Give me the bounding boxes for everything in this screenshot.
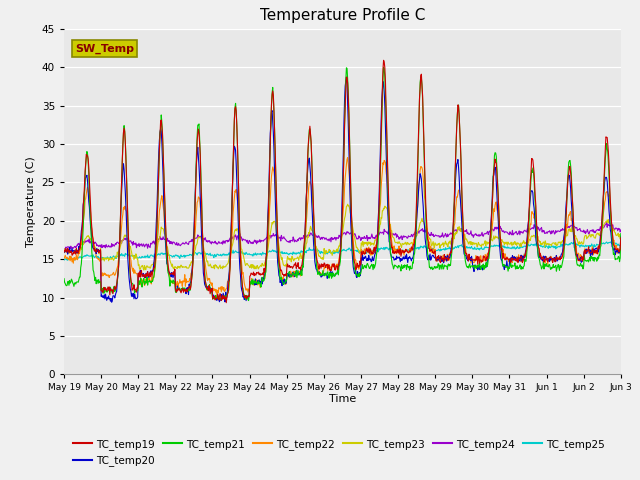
TC_temp24 — [541, 230, 549, 236]
Line: TC_temp22: TC_temp22 — [64, 157, 621, 296]
TC_temp22 — [299, 263, 307, 268]
TC_temp25 — [603, 239, 611, 245]
TC_temp19 — [223, 300, 230, 306]
TC_temp19 — [60, 248, 68, 253]
TC_temp19 — [481, 254, 488, 260]
TC_temp25 — [122, 251, 129, 256]
Line: TC_temp21: TC_temp21 — [64, 67, 621, 300]
TC_temp19 — [299, 258, 307, 264]
TC_temp25 — [60, 257, 68, 263]
TC_temp20 — [481, 265, 488, 271]
TC_temp23 — [481, 240, 488, 246]
TC_temp24 — [122, 235, 129, 241]
TC_temp19 — [205, 283, 212, 288]
Line: TC_temp19: TC_temp19 — [64, 60, 621, 303]
TC_temp24 — [205, 238, 213, 243]
TC_temp21 — [380, 64, 387, 70]
Line: TC_temp25: TC_temp25 — [64, 242, 621, 260]
TC_temp19 — [380, 58, 387, 63]
TC_temp20 — [108, 300, 116, 305]
TC_temp22 — [121, 204, 129, 209]
TC_temp23 — [140, 267, 148, 273]
TC_temp24 — [617, 227, 625, 233]
TC_temp24 — [60, 246, 68, 252]
TC_temp20 — [122, 189, 129, 195]
TC_temp22 — [617, 234, 625, 240]
TC_temp24 — [457, 226, 465, 232]
TC_temp19 — [458, 181, 465, 187]
Line: TC_temp24: TC_temp24 — [64, 222, 621, 250]
Y-axis label: Temperature (C): Temperature (C) — [26, 156, 36, 247]
Line: TC_temp23: TC_temp23 — [64, 204, 621, 270]
TC_temp21 — [205, 285, 212, 290]
TC_temp19 — [542, 256, 550, 262]
TC_temp21 — [299, 263, 307, 269]
TC_temp20 — [342, 74, 350, 80]
TC_temp25 — [480, 246, 488, 252]
TC_temp21 — [617, 231, 625, 237]
TC_temp24 — [61, 247, 69, 252]
TC_temp20 — [617, 233, 625, 239]
TC_temp21 — [542, 264, 550, 269]
TC_temp25 — [457, 242, 465, 248]
TC_temp20 — [60, 248, 68, 254]
TC_temp22 — [344, 155, 351, 160]
TC_temp25 — [205, 251, 213, 257]
TC_temp25 — [541, 245, 549, 251]
TC_temp24 — [299, 236, 307, 241]
TC_temp22 — [481, 257, 488, 263]
TC_temp20 — [205, 285, 213, 291]
TC_temp25 — [299, 249, 307, 254]
TC_temp25 — [617, 243, 625, 249]
TC_temp21 — [60, 276, 68, 281]
Legend: TC_temp19, TC_temp20, TC_temp21, TC_temp22, TC_temp23, TC_temp24, TC_temp25: TC_temp19, TC_temp20, TC_temp21, TC_temp… — [69, 435, 609, 470]
TC_temp25 — [64, 257, 72, 263]
TC_temp24 — [603, 219, 611, 225]
X-axis label: Time: Time — [329, 394, 356, 404]
TC_temp20 — [299, 265, 307, 271]
TC_temp22 — [542, 254, 550, 260]
TC_temp21 — [244, 298, 252, 303]
TC_temp20 — [458, 218, 465, 224]
TC_temp20 — [542, 254, 550, 260]
Line: TC_temp20: TC_temp20 — [64, 77, 621, 302]
TC_temp22 — [205, 276, 212, 282]
TC_temp22 — [458, 211, 465, 216]
TC_temp23 — [299, 255, 307, 261]
TC_temp23 — [542, 240, 550, 246]
TC_temp19 — [617, 235, 625, 240]
TC_temp24 — [480, 231, 488, 237]
TC_temp23 — [617, 235, 625, 240]
TC_temp22 — [60, 255, 68, 261]
TC_temp21 — [458, 187, 465, 192]
Text: SW_Temp: SW_Temp — [75, 43, 134, 54]
TC_temp23 — [458, 228, 465, 234]
TC_temp23 — [121, 232, 129, 238]
Title: Temperature Profile C: Temperature Profile C — [260, 9, 425, 24]
TC_temp19 — [121, 129, 129, 134]
TC_temp23 — [60, 250, 68, 255]
TC_temp23 — [205, 263, 213, 269]
TC_temp21 — [481, 263, 488, 268]
TC_temp22 — [213, 293, 221, 299]
TC_temp21 — [121, 128, 129, 133]
TC_temp23 — [344, 201, 351, 207]
